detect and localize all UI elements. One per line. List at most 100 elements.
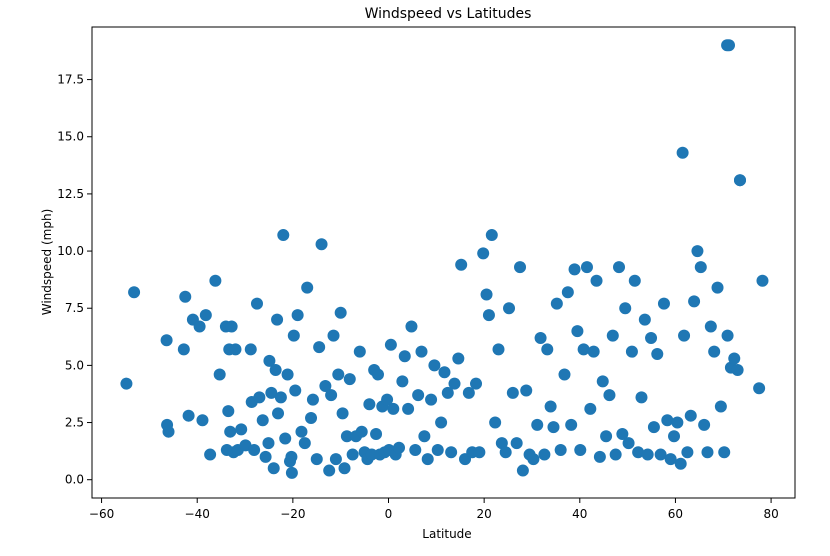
data-point bbox=[229, 343, 242, 356]
data-point bbox=[441, 386, 454, 399]
data-point bbox=[262, 437, 275, 450]
data-point bbox=[310, 453, 323, 466]
data-point bbox=[263, 354, 276, 367]
data-point bbox=[396, 375, 409, 388]
data-point bbox=[520, 384, 533, 397]
data-point bbox=[593, 450, 606, 463]
data-point bbox=[265, 386, 278, 399]
data-point bbox=[676, 146, 689, 159]
data-point bbox=[651, 347, 664, 360]
data-point bbox=[462, 386, 475, 399]
data-point bbox=[603, 389, 616, 402]
x-tick-label: −40 bbox=[185, 507, 210, 521]
data-point bbox=[428, 359, 441, 372]
data-point bbox=[723, 39, 735, 52]
data-point bbox=[222, 405, 235, 418]
data-point bbox=[654, 448, 667, 461]
y-tick-label: 12.5 bbox=[57, 187, 84, 201]
data-point bbox=[272, 407, 285, 420]
data-point bbox=[253, 391, 266, 404]
data-point bbox=[179, 290, 192, 303]
x-tick-label: 60 bbox=[668, 507, 683, 521]
data-point bbox=[281, 368, 294, 381]
data-point bbox=[271, 313, 284, 326]
data-point bbox=[701, 446, 714, 459]
data-point bbox=[503, 302, 516, 315]
data-point bbox=[645, 331, 658, 344]
data-point bbox=[301, 281, 314, 294]
data-point bbox=[224, 425, 237, 438]
data-point bbox=[287, 329, 300, 342]
data-point bbox=[538, 448, 551, 461]
data-point bbox=[477, 247, 490, 260]
data-point bbox=[445, 446, 458, 459]
data-point bbox=[182, 409, 195, 422]
data-point bbox=[338, 462, 351, 475]
data-point bbox=[405, 320, 418, 333]
data-point bbox=[544, 400, 557, 413]
data-point bbox=[619, 302, 632, 315]
data-point bbox=[332, 368, 345, 381]
data-point bbox=[565, 418, 578, 431]
data-point bbox=[371, 368, 384, 381]
data-point bbox=[370, 427, 383, 440]
data-point bbox=[398, 350, 411, 363]
data-point bbox=[647, 421, 660, 434]
data-point bbox=[277, 229, 290, 242]
data-point bbox=[470, 377, 483, 390]
data-point bbox=[279, 432, 292, 445]
data-point bbox=[291, 309, 304, 322]
data-point bbox=[438, 366, 451, 379]
data-point bbox=[329, 453, 342, 466]
data-point bbox=[694, 261, 707, 274]
x-tick-label: 80 bbox=[763, 507, 778, 521]
data-point bbox=[480, 288, 493, 301]
x-axis: −60 −40 −20 0 20 40 60 80 bbox=[89, 498, 779, 521]
data-point bbox=[431, 443, 444, 456]
data-point bbox=[269, 363, 282, 376]
data-point bbox=[606, 329, 619, 342]
data-point bbox=[415, 345, 428, 358]
data-point bbox=[196, 414, 209, 427]
data-point bbox=[668, 430, 681, 443]
data-point bbox=[568, 263, 581, 276]
data-point bbox=[160, 334, 173, 347]
data-point bbox=[381, 393, 394, 406]
y-axis: 0.0 2.5 5.0 7.5 10.0 12.5 15.0 17.5 bbox=[57, 73, 92, 487]
data-point bbox=[688, 295, 701, 308]
data-point bbox=[315, 238, 328, 251]
data-point bbox=[708, 345, 721, 358]
data-point bbox=[664, 453, 677, 466]
plot-frame bbox=[91, 26, 796, 499]
data-point bbox=[580, 261, 593, 274]
data-point bbox=[514, 261, 527, 274]
data-point bbox=[346, 448, 359, 461]
y-tick-label: 0.0 bbox=[65, 473, 84, 487]
data-point bbox=[661, 414, 674, 427]
data-point bbox=[534, 331, 547, 344]
data-point bbox=[336, 407, 349, 420]
data-point bbox=[625, 345, 638, 358]
data-point bbox=[323, 464, 336, 477]
x-tick-label: −20 bbox=[280, 507, 305, 521]
data-point bbox=[213, 368, 226, 381]
data-point bbox=[319, 379, 332, 392]
data-point bbox=[412, 389, 425, 402]
data-point bbox=[678, 329, 691, 342]
x-tick-label: 0 bbox=[385, 507, 393, 521]
y-axis-label: Windspeed (mph) bbox=[40, 209, 54, 316]
data-point bbox=[561, 286, 574, 299]
data-point bbox=[584, 402, 597, 415]
x-tick-label: 40 bbox=[572, 507, 587, 521]
data-point bbox=[177, 343, 190, 356]
data-point bbox=[718, 446, 731, 459]
data-point bbox=[635, 391, 648, 404]
data-point bbox=[691, 245, 704, 258]
data-point bbox=[485, 229, 498, 242]
data-point bbox=[728, 352, 741, 365]
data-point bbox=[547, 421, 560, 434]
data-point bbox=[209, 274, 222, 287]
data-point bbox=[425, 393, 438, 406]
data-point bbox=[393, 441, 406, 454]
data-point bbox=[753, 382, 766, 395]
